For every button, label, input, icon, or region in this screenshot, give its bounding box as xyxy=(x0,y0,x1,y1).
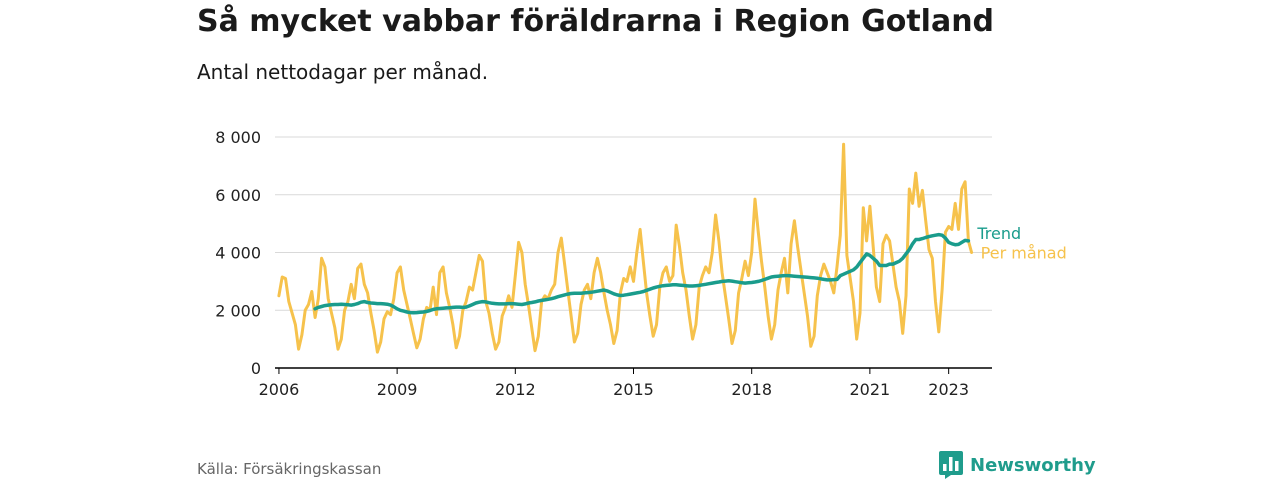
x-axis-labels: 2006 2009 2012 2015 2018 2021 2023 xyxy=(259,380,969,399)
x-tick-label-4: 2018 xyxy=(731,380,772,399)
chart-title: Så mycket vabbar föräldrarna i Region Go… xyxy=(197,4,995,39)
chart-subtitle: Antal nettodagar per månad. xyxy=(197,60,489,84)
x-tick-label-5: 2021 xyxy=(850,380,891,399)
y-tick-label-2: 4 000 xyxy=(215,244,261,263)
y-tick-label-1: 2 000 xyxy=(215,301,261,320)
y-tick-label-4: 8 000 xyxy=(215,128,261,147)
x-tick-label-2: 2012 xyxy=(495,380,536,399)
brand-logo[interactable]: Newsworthy xyxy=(939,451,1096,479)
series-lines xyxy=(277,142,974,354)
source-note: Källa: Försäkringskassan xyxy=(197,460,382,478)
y-axis-labels: 0 2 000 4 000 6 000 8 000 xyxy=(215,128,261,378)
x-tick-label-0: 2006 xyxy=(259,380,300,399)
y-tick-label-3: 6 000 xyxy=(215,186,261,205)
x-tick-label-1: 2009 xyxy=(377,380,418,399)
series-label-trend: Trend xyxy=(976,224,1021,243)
series-line-per-manad xyxy=(277,142,974,354)
x-tick-label-6: 2023 xyxy=(928,380,969,399)
x-tick-label-3: 2015 xyxy=(613,380,654,399)
series-label-per-manad: Per månad xyxy=(981,244,1067,263)
series-line-trend xyxy=(313,232,971,315)
x-axis xyxy=(275,367,992,374)
bar-chart-logo-icon xyxy=(939,451,963,479)
brand-name: Newsworthy xyxy=(970,454,1096,476)
grid-lines xyxy=(275,136,992,311)
y-tick-label-0: 0 xyxy=(251,359,261,378)
